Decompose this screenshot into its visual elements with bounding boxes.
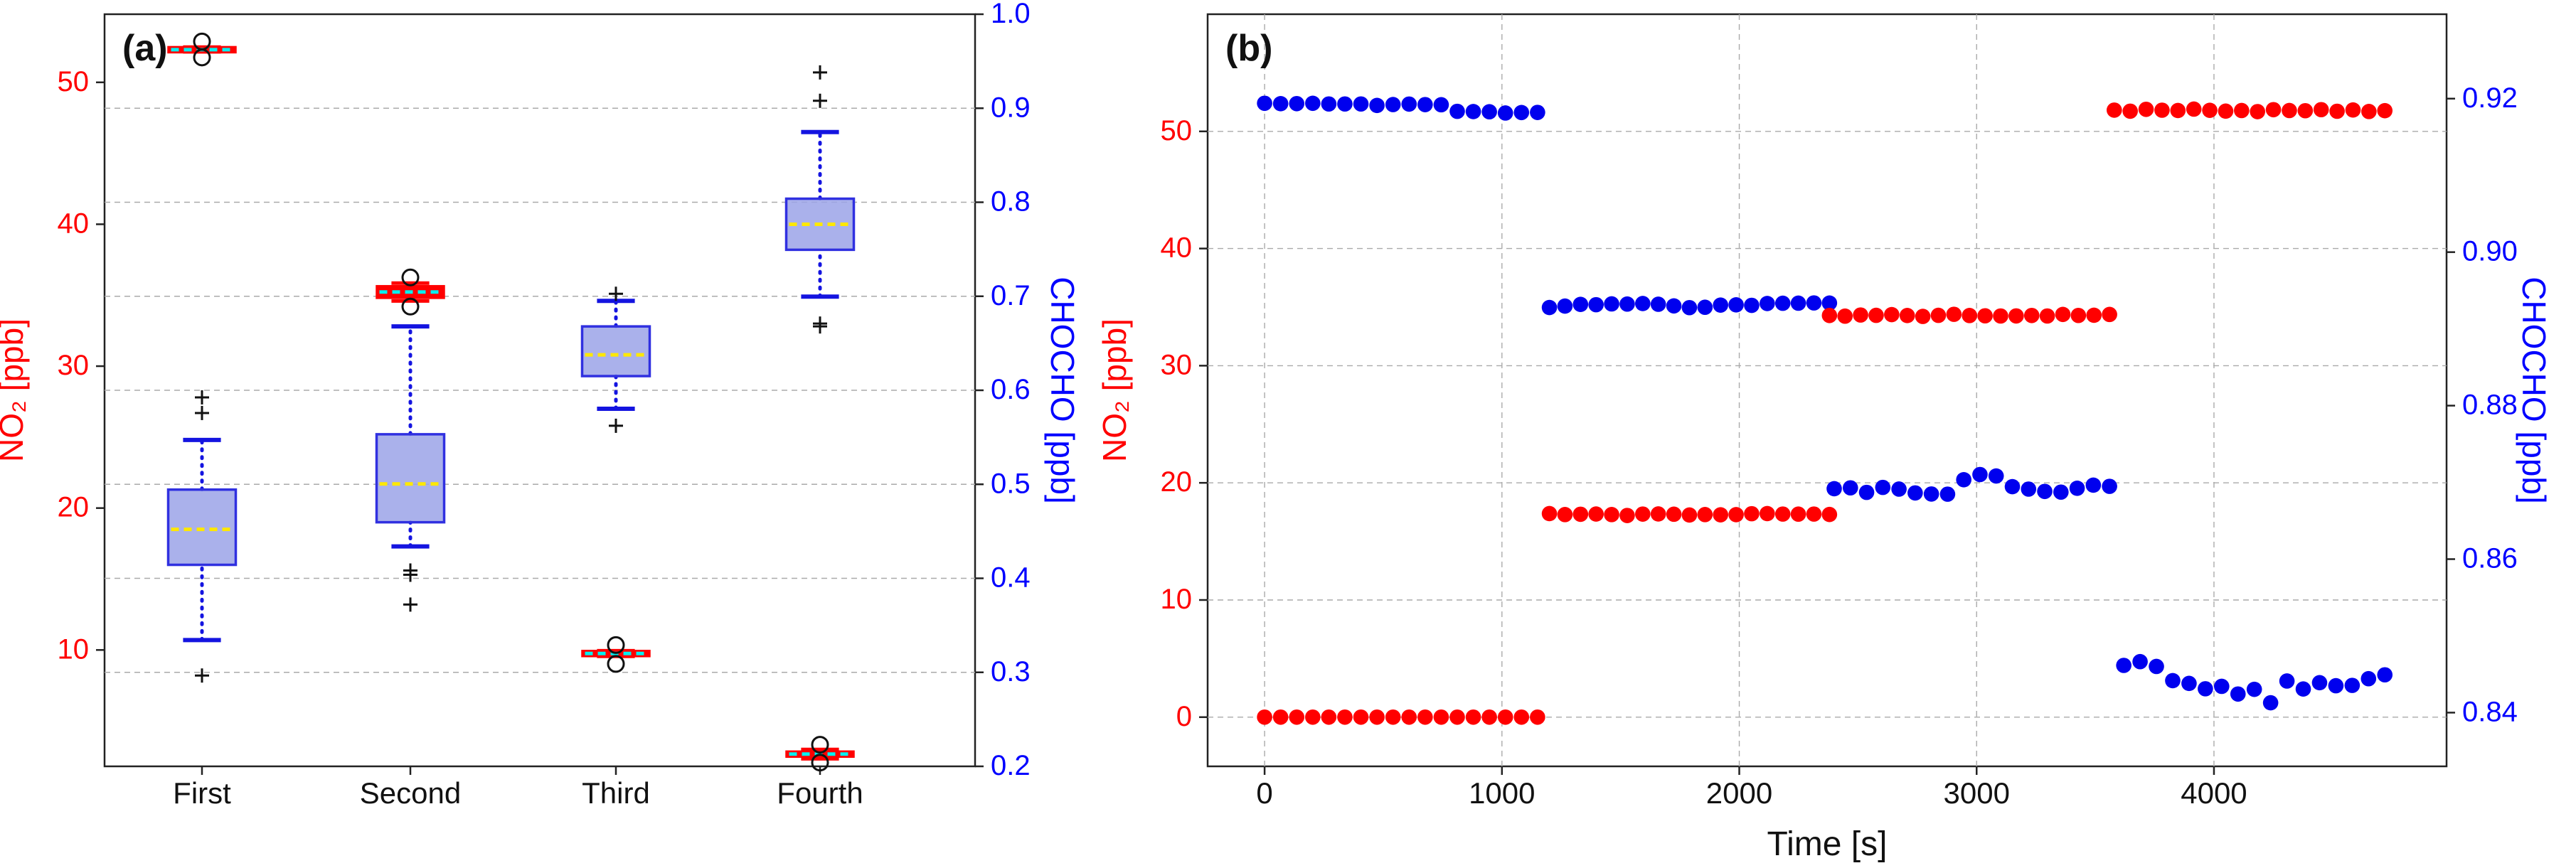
svg-text:NO₂ [ppb]: NO₂ [ppb] bbox=[1096, 318, 1133, 462]
svg-text:Time [s]: Time [s] bbox=[1767, 825, 1888, 863]
svg-text:(b): (b) bbox=[1225, 28, 1272, 69]
svg-text:CHOCHO [ppb]: CHOCHO [ppb] bbox=[1044, 277, 1081, 504]
svg-text:4000: 4000 bbox=[2181, 776, 2247, 810]
svg-text:3000: 3000 bbox=[1944, 776, 2010, 810]
svg-text:10: 10 bbox=[58, 633, 90, 665]
svg-text:0.92: 0.92 bbox=[2462, 82, 2518, 114]
svg-text:Fourth: Fourth bbox=[777, 776, 863, 810]
svg-text:Third: Third bbox=[582, 776, 650, 810]
svg-text:10: 10 bbox=[1161, 584, 1193, 615]
svg-text:20: 20 bbox=[1161, 466, 1193, 498]
svg-text:0.5: 0.5 bbox=[991, 468, 1031, 499]
svg-text:(a): (a) bbox=[122, 28, 168, 69]
svg-text:0.7: 0.7 bbox=[991, 280, 1031, 311]
svg-text:0.8: 0.8 bbox=[991, 186, 1031, 218]
svg-text:0.90: 0.90 bbox=[2462, 236, 2518, 267]
svg-text:50: 50 bbox=[1161, 115, 1193, 146]
svg-text:0.88: 0.88 bbox=[2462, 390, 2518, 421]
svg-text:1000: 1000 bbox=[1469, 776, 1535, 810]
svg-text:0.3: 0.3 bbox=[991, 656, 1031, 687]
svg-text:0.4: 0.4 bbox=[991, 562, 1031, 594]
svg-text:0.86: 0.86 bbox=[2462, 543, 2518, 574]
svg-text:First: First bbox=[173, 776, 231, 810]
svg-text:30: 30 bbox=[58, 350, 90, 381]
svg-text:0.9: 0.9 bbox=[991, 92, 1031, 123]
svg-text:0: 0 bbox=[1176, 701, 1192, 732]
svg-text:20: 20 bbox=[58, 492, 90, 523]
svg-text:0: 0 bbox=[1256, 776, 1272, 810]
svg-text:50: 50 bbox=[58, 66, 90, 97]
svg-text:0.6: 0.6 bbox=[991, 374, 1031, 405]
svg-text:0.84: 0.84 bbox=[2462, 696, 2518, 727]
svg-text:CHOCHO [ppb]: CHOCHO [ppb] bbox=[2516, 277, 2553, 504]
svg-text:40: 40 bbox=[58, 208, 90, 239]
svg-text:NO₂ [ppb]: NO₂ [ppb] bbox=[0, 318, 30, 462]
svg-text:2000: 2000 bbox=[1706, 776, 1772, 810]
svg-text:Second: Second bbox=[360, 776, 461, 810]
svg-text:1.0: 1.0 bbox=[991, 0, 1031, 29]
svg-text:0.2: 0.2 bbox=[991, 750, 1031, 781]
svg-text:40: 40 bbox=[1161, 232, 1193, 264]
svg-text:30: 30 bbox=[1161, 349, 1193, 380]
